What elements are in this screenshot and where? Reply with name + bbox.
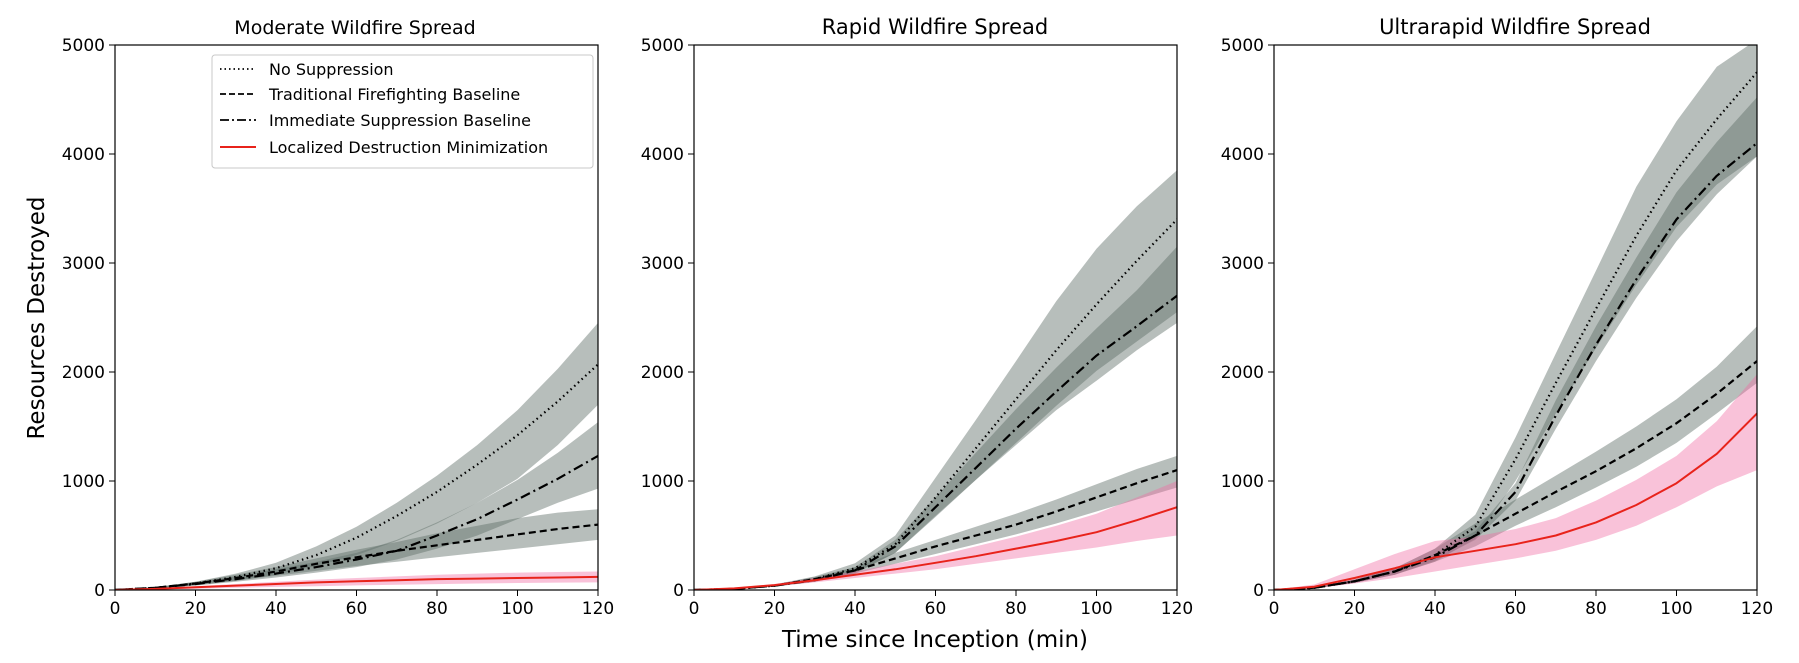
x-tick-label: 80 [1005,599,1027,619]
x-tick-label: 120 [582,599,614,619]
line-immediate-suppression-baseline [115,454,598,590]
confidence-bands [1274,45,1757,590]
y-tick-label: 2000 [62,363,105,383]
legend-box [211,54,594,169]
legend-entry: Localized Destruction Minimization [220,138,548,157]
x-tick-label: 100 [501,599,533,619]
x-axis-label: Time since Inception (min) [781,627,1088,653]
y-tick-label: 0 [94,581,105,601]
legend-label: Traditional Firefighting Baseline [268,85,520,104]
x-tick-label: 40 [844,599,866,619]
band-localized-destruction-minimization [1274,374,1757,590]
panel-ultrarapid: Ultrarapid Wildfire Spread 0 20 40 60 80 100 1… [1221,15,1773,619]
y-tick-label: 3000 [641,254,684,274]
panel-rapid: Rapid Wildfire Spread 0 20 40 60 80 100 120 0 1… [641,15,1193,619]
y-tick-label: 4000 [62,145,105,165]
legend-label: Immediate Suppression Baseline [269,111,531,130]
legend-entry: No Suppression [220,60,394,79]
series-lines [115,363,598,590]
confidence-bands [694,170,1177,590]
x-tick-label: 0 [689,599,700,619]
y-tick-label: 2000 [641,363,684,383]
line-localized-destruction-minimization [1274,412,1757,590]
panel-moderate: Moderate Wildfire Spread 0 20 40 60 80 100 120… [62,17,614,619]
legend: No Suppression Traditional Firefighting … [211,54,594,169]
y-tick-label: 0 [1253,581,1264,601]
panel-title: Rapid Wildfire Spread [822,15,1048,39]
x-tick-label: 20 [1344,599,1366,619]
y-axis-ticks: 0 1000 2000 3000 4000 5000 [1221,36,1274,601]
x-tick-label: 20 [185,599,207,619]
x-axis-ticks: 0 20 40 60 80 100 120 [689,590,1193,619]
legend-label: Localized Destruction Minimization [269,138,548,157]
x-tick-label: 40 [1424,599,1446,619]
x-axis-ticks: 0 20 40 60 80 100 120 [110,590,614,619]
x-tick-label: 0 [110,599,121,619]
y-tick-label: 2000 [1221,363,1264,383]
x-tick-label: 100 [1660,599,1692,619]
y-tick-label: 1000 [641,472,684,492]
y-tick-label: 3000 [1221,254,1264,274]
legend-label: No Suppression [269,60,394,79]
y-tick-label: 1000 [1221,472,1264,492]
x-tick-label: 80 [426,599,448,619]
series-lines [1274,71,1757,590]
band-no-suppression [115,322,598,590]
x-tick-label: 40 [265,599,287,619]
x-tick-label: 120 [1161,599,1193,619]
series-lines [694,218,1177,590]
y-tick-label: 3000 [62,254,105,274]
band-no-suppression [1274,45,1757,590]
x-tick-label: 100 [1080,599,1112,619]
y-tick-label: 4000 [641,145,684,165]
x-tick-label: 60 [1505,599,1527,619]
legend-entry: Immediate Suppression Baseline [220,111,531,130]
panel-title: Moderate Wildfire Spread [234,17,475,39]
band-immediate-suppression-baseline [1274,97,1757,590]
y-axis-ticks: 0 1000 2000 3000 4000 5000 [62,36,115,601]
legend-entry: Traditional Firefighting Baseline [220,85,520,104]
x-tick-label: 120 [1741,599,1773,619]
x-tick-label: 20 [764,599,786,619]
y-tick-label: 1000 [62,472,105,492]
line-localized-destruction-minimization [115,575,598,590]
x-tick-label: 60 [925,599,947,619]
y-tick-label: 0 [673,581,684,601]
y-tick-label: 5000 [62,36,105,56]
confidence-bands [115,322,598,590]
line-localized-destruction-minimization [694,506,1177,590]
y-tick-label: 4000 [1221,145,1264,165]
y-axis-ticks: 0 1000 2000 3000 4000 5000 [641,36,694,601]
line-immediate-suppression-baseline [1274,142,1757,590]
x-tick-label: 60 [346,599,368,619]
y-axis-label: Resources Destroyed [24,196,50,439]
band-traditional-firefighting-baseline [115,509,598,590]
x-axis-ticks: 0 20 40 60 80 100 120 [1269,590,1773,619]
y-tick-label: 5000 [1221,36,1264,56]
x-tick-label: 80 [1585,599,1607,619]
x-tick-label: 0 [1269,599,1280,619]
y-tick-label: 5000 [641,36,684,56]
panel-title: Ultrarapid Wildfire Spread [1379,15,1651,39]
